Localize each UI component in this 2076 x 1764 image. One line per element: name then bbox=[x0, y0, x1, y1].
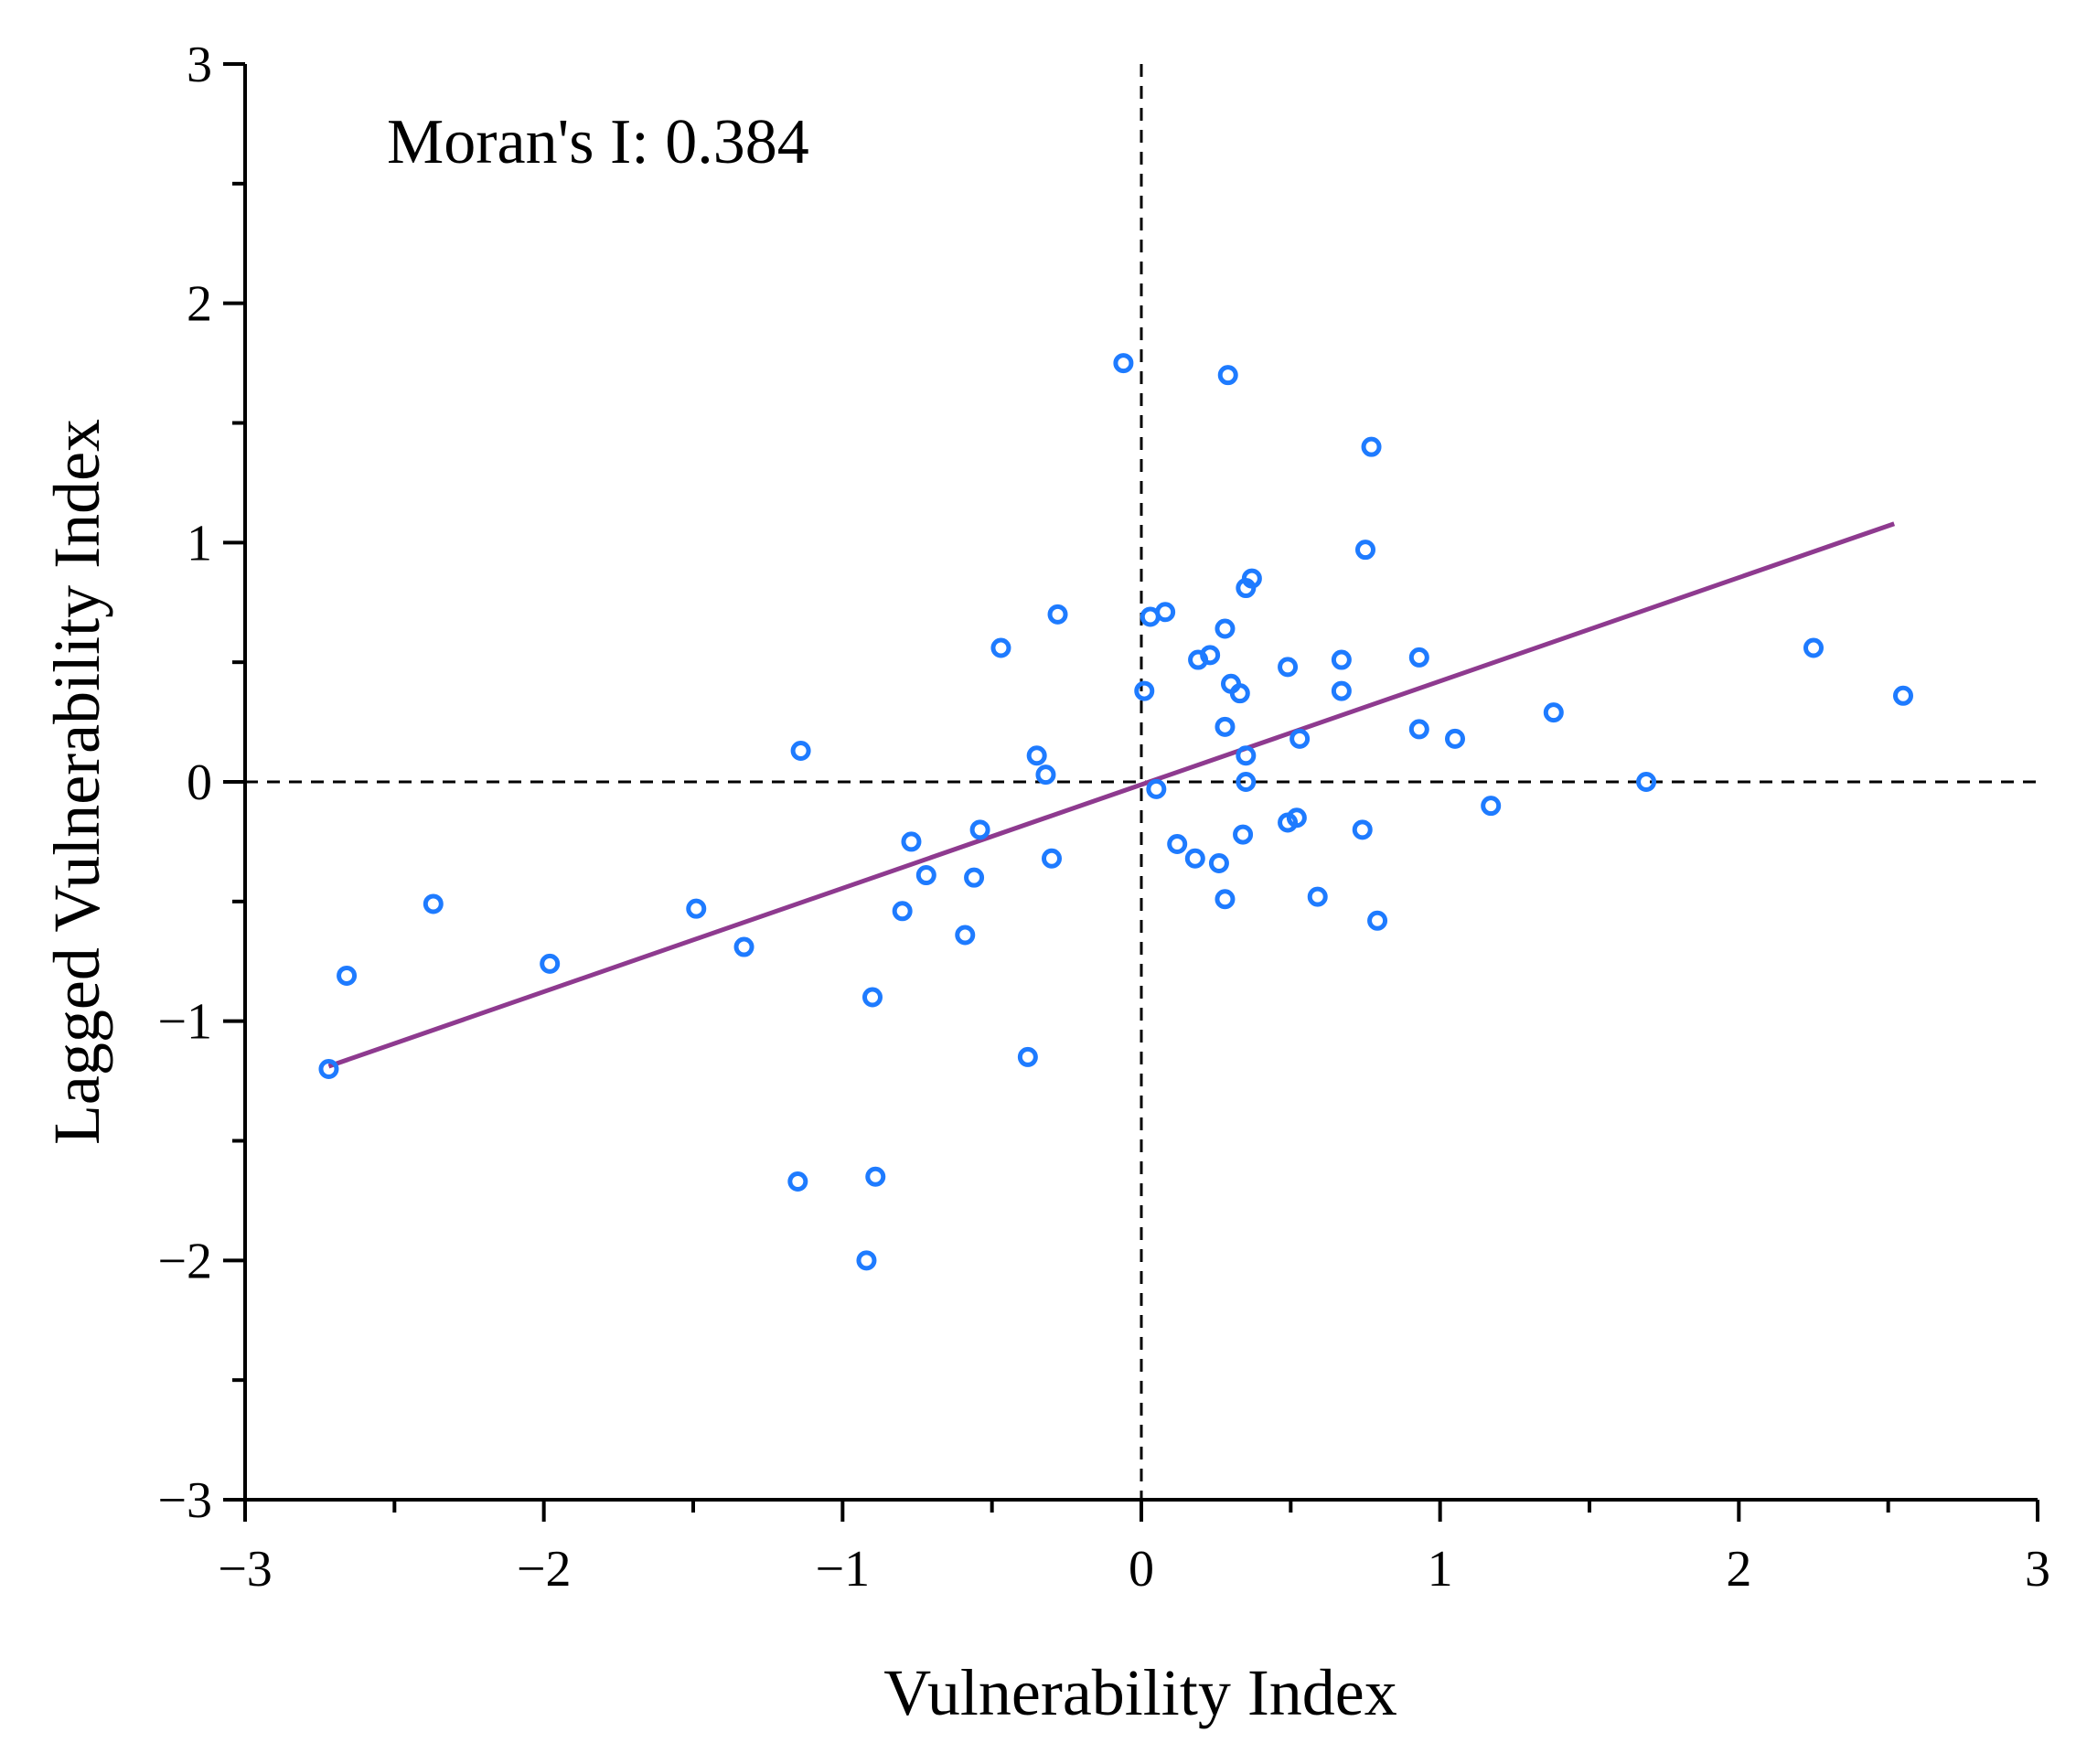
data-point bbox=[1352, 819, 1373, 840]
data-point bbox=[915, 865, 936, 886]
data-point bbox=[1278, 657, 1299, 678]
y-tick-label: −3 bbox=[157, 1472, 212, 1529]
data-point bbox=[1331, 649, 1352, 670]
data-point bbox=[865, 1166, 886, 1187]
data-point bbox=[318, 1059, 339, 1079]
data-point bbox=[790, 740, 811, 761]
x-axis-title: Vulnerability Index bbox=[883, 1656, 1397, 1729]
data-point bbox=[540, 953, 561, 974]
data-point bbox=[1233, 824, 1254, 845]
data-point bbox=[1134, 680, 1155, 701]
data-point bbox=[1017, 1046, 1038, 1067]
data-point bbox=[423, 893, 444, 914]
data-point bbox=[1026, 745, 1047, 766]
data-point bbox=[1331, 680, 1352, 701]
morans-i-annotation: Moran's I: 0.384 bbox=[387, 107, 809, 177]
data-point bbox=[1286, 807, 1307, 829]
data-point bbox=[1215, 716, 1236, 737]
data-point bbox=[787, 1171, 808, 1192]
regression-line-layer bbox=[327, 521, 1896, 1069]
data-point bbox=[955, 925, 976, 946]
data-point bbox=[1113, 353, 1134, 374]
data-point bbox=[1184, 848, 1205, 869]
data-point bbox=[1035, 764, 1056, 786]
data-point bbox=[856, 1250, 877, 1271]
data-point bbox=[1236, 772, 1257, 792]
y-tick-label: −2 bbox=[157, 1233, 212, 1289]
reference-lines bbox=[245, 64, 2038, 1500]
data-point bbox=[892, 901, 913, 922]
y-tick-label: −1 bbox=[157, 994, 212, 1051]
data-point bbox=[1217, 365, 1238, 386]
data-point bbox=[686, 898, 707, 919]
data-point bbox=[1167, 834, 1188, 855]
data-point bbox=[862, 987, 883, 1008]
data-point bbox=[964, 867, 985, 888]
data-point bbox=[1361, 436, 1382, 457]
data-point bbox=[337, 965, 358, 986]
data-point bbox=[1543, 702, 1564, 723]
x-tick-label: 0 bbox=[1129, 1541, 1154, 1598]
data-point bbox=[1241, 568, 1262, 589]
y-tick-label: 2 bbox=[187, 276, 212, 333]
data-point bbox=[1208, 852, 1229, 873]
data-point bbox=[1307, 886, 1328, 907]
data-point bbox=[1289, 728, 1311, 749]
data-point bbox=[1200, 645, 1221, 666]
x-tick-label: 1 bbox=[1428, 1541, 1453, 1598]
data-point bbox=[1155, 602, 1176, 623]
data-point bbox=[1481, 796, 1502, 817]
x-tick-label: 2 bbox=[1726, 1541, 1751, 1598]
tick-labels: −3 −2 −1 0 1 2 3 −3 −2 −1 0 1 2 3 bbox=[157, 37, 2050, 1598]
data-point bbox=[1146, 778, 1167, 799]
tick-marks bbox=[223, 62, 2039, 1522]
data-point bbox=[1803, 637, 1824, 658]
data-points bbox=[318, 353, 1913, 1271]
data-point bbox=[1229, 683, 1250, 704]
data-point bbox=[1355, 540, 1375, 561]
x-tick-label: −3 bbox=[218, 1541, 273, 1598]
data-point bbox=[901, 831, 922, 852]
y-axis-title: Lagged Vulnerability Index bbox=[40, 419, 113, 1145]
x-tick-label: −2 bbox=[517, 1541, 572, 1598]
data-point bbox=[1042, 848, 1062, 869]
data-point bbox=[1215, 889, 1236, 910]
data-point bbox=[1367, 910, 1388, 931]
data-point bbox=[969, 819, 990, 840]
regression-line bbox=[327, 521, 1896, 1069]
data-point bbox=[1047, 604, 1068, 625]
data-point bbox=[1636, 772, 1657, 792]
x-tick-label: −1 bbox=[816, 1541, 871, 1598]
data-point bbox=[1236, 745, 1257, 766]
data-point bbox=[1445, 728, 1465, 749]
data-point bbox=[1408, 647, 1429, 668]
data-point bbox=[990, 637, 1011, 658]
data-point bbox=[1408, 719, 1429, 740]
x-tick-label: 3 bbox=[2025, 1541, 2050, 1598]
y-tick-label: 0 bbox=[187, 754, 212, 811]
y-tick-label: 1 bbox=[187, 515, 212, 572]
y-tick-label: 3 bbox=[187, 37, 212, 93]
data-point bbox=[1893, 685, 1913, 706]
data-point bbox=[1215, 618, 1236, 639]
data-point bbox=[733, 936, 754, 957]
